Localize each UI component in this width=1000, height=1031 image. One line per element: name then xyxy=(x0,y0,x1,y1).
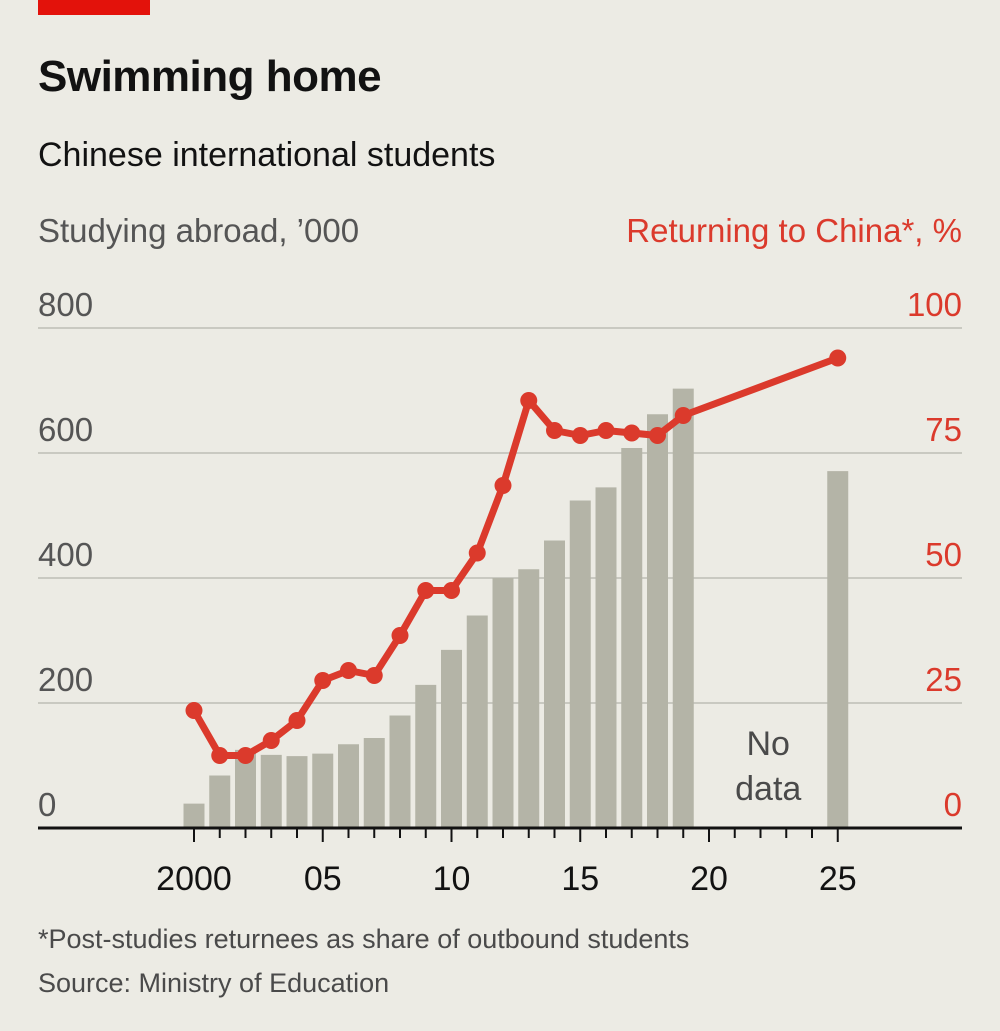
line-point xyxy=(314,672,332,689)
line-point xyxy=(391,627,409,644)
left-tick-label: 600 xyxy=(38,411,93,448)
footnote: *Post-studies returnees as share of outb… xyxy=(38,924,690,954)
line-point xyxy=(468,544,486,562)
x-tick-label: 2000 xyxy=(156,860,232,898)
right-tick-label: 75 xyxy=(925,411,962,448)
bar xyxy=(827,471,849,828)
bar xyxy=(260,754,282,828)
bar xyxy=(492,578,514,828)
line-point xyxy=(340,662,357,679)
chart-subtitle: Chinese international students xyxy=(38,136,496,174)
right-tick-label: 0 xyxy=(944,786,962,823)
bar xyxy=(595,487,617,828)
bar xyxy=(389,715,411,828)
left-tick-label: 800 xyxy=(38,286,93,323)
line-point xyxy=(674,407,692,424)
x-tick-label: 15 xyxy=(561,860,599,898)
bar xyxy=(415,684,437,828)
line-point xyxy=(649,427,666,444)
line-point xyxy=(829,349,847,367)
x-tick-label: 05 xyxy=(304,860,342,898)
bar xyxy=(363,738,385,828)
bar xyxy=(338,744,359,828)
right-tick-label: 50 xyxy=(925,536,962,573)
bar xyxy=(518,569,540,828)
x-tick-label: 20 xyxy=(690,860,728,898)
line-point xyxy=(237,747,254,764)
line-point xyxy=(623,424,641,442)
x-tick-label: 25 xyxy=(819,860,857,898)
line-point xyxy=(546,422,563,439)
line-point xyxy=(520,392,538,409)
bar xyxy=(647,414,668,828)
source-note: Source: Ministry of Education xyxy=(38,968,390,998)
line-point xyxy=(597,422,615,439)
bar xyxy=(672,388,694,828)
bar xyxy=(286,756,308,828)
line-point xyxy=(365,667,383,684)
bar xyxy=(441,649,462,828)
line-point xyxy=(571,427,589,444)
bar xyxy=(183,803,205,828)
line-point xyxy=(185,702,203,719)
no-data-annotation: No xyxy=(746,725,789,763)
bar xyxy=(466,615,488,828)
x-tick-label: 10 xyxy=(433,860,471,898)
line-point xyxy=(494,477,512,494)
bar xyxy=(569,500,591,828)
line-point xyxy=(211,747,229,764)
bar xyxy=(544,540,565,828)
line-point xyxy=(262,732,280,749)
line-point xyxy=(417,582,435,599)
line-point xyxy=(443,582,460,599)
chart-title: Swimming home xyxy=(38,52,382,101)
right-tick-label: 25 xyxy=(925,661,962,698)
line-series xyxy=(190,354,842,759)
left-tick-label: 400 xyxy=(38,536,93,573)
left-tick-label: 200 xyxy=(38,661,93,698)
line-point xyxy=(288,712,306,729)
bar xyxy=(235,749,256,828)
bar xyxy=(621,448,643,828)
bar xyxy=(312,753,334,828)
right-tick-label: 100 xyxy=(907,286,962,323)
left-tick-label: 0 xyxy=(38,786,56,823)
bar xyxy=(209,775,231,828)
accent-bar xyxy=(38,0,150,15)
right-axis-label: Returning to China*, % xyxy=(626,212,962,249)
left-axis-label: Studying abroad, ’000 xyxy=(38,212,360,249)
no-data-annotation: data xyxy=(735,770,801,808)
